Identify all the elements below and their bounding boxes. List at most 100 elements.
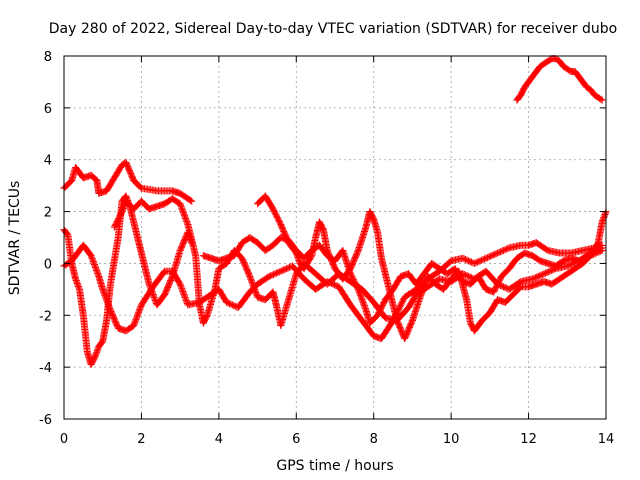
data-point bbox=[103, 297, 111, 305]
data-point bbox=[598, 244, 606, 252]
data-point bbox=[543, 269, 551, 277]
data-point bbox=[419, 286, 427, 294]
data-point bbox=[132, 314, 140, 322]
data-point bbox=[130, 320, 138, 328]
data-point bbox=[119, 206, 127, 214]
data-point bbox=[180, 210, 188, 218]
data-point bbox=[531, 274, 539, 282]
data-point bbox=[182, 295, 190, 303]
data-point bbox=[177, 282, 185, 290]
data-point bbox=[563, 262, 571, 270]
data-point bbox=[463, 256, 471, 264]
data-point bbox=[417, 290, 425, 298]
data-point bbox=[542, 269, 550, 277]
x-tick-label: 14 bbox=[598, 432, 615, 447]
data-point bbox=[72, 276, 80, 284]
data-point bbox=[501, 246, 509, 254]
data-point bbox=[419, 284, 427, 292]
data-point bbox=[252, 289, 260, 297]
data-point bbox=[246, 274, 254, 282]
data-point bbox=[418, 289, 426, 297]
data-point bbox=[566, 261, 574, 269]
grid-lines bbox=[64, 56, 606, 419]
data-point bbox=[94, 269, 102, 277]
data-marks bbox=[60, 55, 610, 369]
data-point bbox=[466, 257, 474, 265]
data-point bbox=[540, 270, 548, 278]
data-point bbox=[495, 248, 503, 256]
data-point bbox=[130, 322, 138, 330]
data-point bbox=[101, 291, 109, 299]
data-point bbox=[600, 212, 608, 220]
y-tick-label: 4 bbox=[44, 154, 52, 169]
data-point bbox=[462, 256, 470, 264]
data-point bbox=[247, 277, 255, 285]
data-point bbox=[183, 219, 191, 227]
data-point bbox=[358, 296, 366, 304]
data-point bbox=[251, 286, 259, 294]
data-point bbox=[177, 201, 185, 209]
data-point bbox=[539, 270, 547, 278]
data-point bbox=[248, 278, 256, 286]
data-point bbox=[75, 284, 83, 292]
data-point bbox=[120, 203, 128, 211]
data-point bbox=[478, 256, 486, 264]
data-point bbox=[176, 280, 184, 288]
x-tick-label: 4 bbox=[215, 432, 223, 447]
data-point bbox=[278, 267, 286, 275]
data-point bbox=[357, 293, 365, 301]
data-point bbox=[601, 209, 609, 217]
data-point bbox=[332, 281, 340, 289]
data-point bbox=[131, 319, 139, 327]
data-point bbox=[247, 275, 255, 283]
data-point bbox=[476, 257, 484, 265]
data-point bbox=[416, 293, 424, 301]
data-point bbox=[150, 292, 158, 300]
data-point bbox=[268, 271, 276, 279]
data-point bbox=[93, 266, 101, 274]
data-point bbox=[356, 291, 364, 299]
data-point bbox=[119, 205, 127, 213]
data-point bbox=[501, 283, 509, 291]
data-point bbox=[504, 245, 512, 253]
data-point bbox=[179, 288, 187, 296]
data-point bbox=[356, 290, 364, 298]
data-point bbox=[91, 353, 99, 361]
data-point bbox=[151, 295, 159, 303]
data-point bbox=[100, 288, 108, 296]
x-tick-label: 0 bbox=[60, 432, 68, 447]
data-point bbox=[179, 289, 187, 297]
data-point bbox=[280, 266, 288, 274]
data-point bbox=[283, 265, 291, 273]
data-point bbox=[246, 272, 254, 280]
data-point bbox=[361, 303, 369, 311]
data-point bbox=[183, 218, 191, 226]
data-point bbox=[499, 246, 507, 254]
data-point bbox=[465, 272, 473, 280]
x-axis-title: GPS time / hours bbox=[276, 458, 393, 474]
y-tick-label: 8 bbox=[44, 50, 52, 65]
data-point bbox=[568, 260, 576, 268]
data-point bbox=[534, 272, 542, 280]
data-point bbox=[598, 218, 606, 226]
y-tick-label: 2 bbox=[44, 206, 52, 221]
data-point bbox=[227, 300, 235, 308]
data-point bbox=[482, 254, 490, 262]
data-point bbox=[177, 283, 185, 291]
data-point bbox=[136, 305, 144, 313]
y-tick-label: -2 bbox=[39, 309, 52, 324]
data-point bbox=[530, 274, 538, 282]
data-point bbox=[462, 271, 470, 279]
data-point bbox=[93, 347, 101, 355]
data-point bbox=[355, 287, 363, 295]
data-point bbox=[536, 272, 544, 280]
data-point bbox=[470, 259, 478, 267]
data-point bbox=[105, 302, 113, 310]
data-point bbox=[226, 300, 234, 308]
data-point bbox=[354, 284, 362, 292]
data-point bbox=[422, 278, 430, 286]
data-point bbox=[472, 259, 480, 267]
data-point bbox=[73, 278, 81, 286]
data-point bbox=[72, 275, 80, 283]
series-track-1 bbox=[60, 158, 196, 205]
